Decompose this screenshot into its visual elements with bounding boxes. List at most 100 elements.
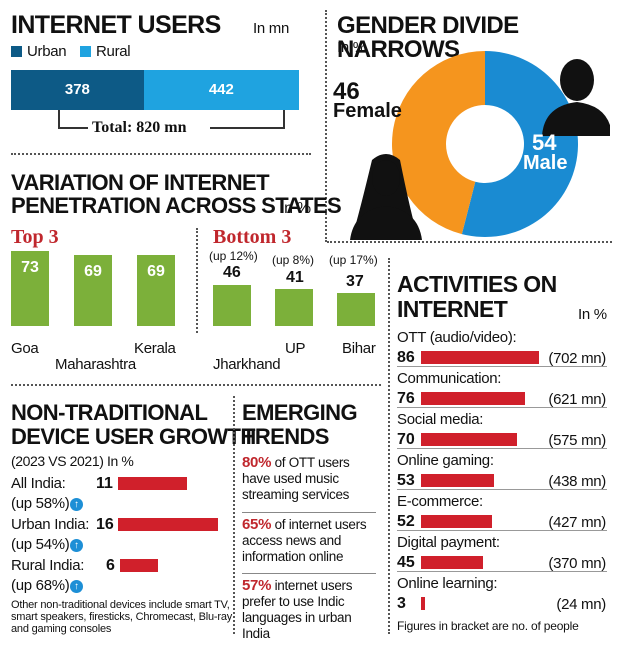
state-label-maharashtra: Maharashtra xyxy=(55,356,136,373)
rural-swatch xyxy=(80,46,91,57)
device-change-urban: (up 54%) xyxy=(11,536,70,553)
state-label-jharkhand: Jharkhand xyxy=(213,356,281,373)
activity-value: 70 xyxy=(397,431,415,448)
state-label-up: UP xyxy=(285,340,306,357)
bracket-line-left xyxy=(58,127,88,129)
divider xyxy=(397,407,607,408)
device-bar-all xyxy=(118,477,187,490)
female-label: Female xyxy=(333,100,402,122)
states-title-line2: PENETRATION ACROSS STATES xyxy=(11,193,342,218)
male-label: Male xyxy=(523,152,568,174)
urban-bar: 378 xyxy=(11,70,144,110)
activity-value: 86 xyxy=(397,349,415,366)
change-jharkhand: (up 12%) xyxy=(209,249,258,263)
activities-unit: In % xyxy=(578,306,607,323)
devices-title-line2: DEVICE USER GROWTH xyxy=(11,424,256,449)
rural-bar: 442 xyxy=(143,70,299,110)
trend-item: 57% internet users prefer to use Indic l… xyxy=(242,578,376,642)
gender-unit: In % xyxy=(337,39,366,56)
trend-pct: 65% xyxy=(242,516,272,533)
divider xyxy=(397,448,607,449)
activity-users: (575 mn) xyxy=(548,432,606,449)
activity-bar xyxy=(421,515,493,528)
divider xyxy=(397,571,607,572)
device-bar-rural xyxy=(120,559,158,572)
activity-value: 76 xyxy=(397,390,415,407)
activity-value: 45 xyxy=(397,554,415,571)
activities-title-line2: INTERNET xyxy=(397,296,508,322)
up-arrow-icon: ↑ xyxy=(70,580,83,593)
donut-slice-male xyxy=(461,50,578,237)
bar-jharkhand xyxy=(213,285,251,326)
bar-bihar xyxy=(337,293,375,326)
activities-note: Figures in bracket are no. of people xyxy=(397,619,579,633)
state-label-bihar: Bihar xyxy=(342,340,376,357)
state-label-goa: Goa xyxy=(11,340,39,357)
divider xyxy=(242,512,376,513)
trends-title-line2: TRENDS xyxy=(242,424,329,449)
bottom3-title: Bottom 3 xyxy=(213,226,292,248)
activity-bar xyxy=(421,597,426,610)
divider xyxy=(11,153,311,155)
male-value: 54 xyxy=(532,130,557,155)
devices-title-line1: NON-TRADITIONAL xyxy=(11,400,208,425)
devices-subtitle: (2023 VS 2021) In % xyxy=(11,453,134,469)
bar-kerala: 69 xyxy=(137,255,175,326)
divider xyxy=(233,396,235,634)
trend-pct: 80% xyxy=(242,454,272,471)
activity-bar xyxy=(421,392,526,405)
activity-label: Communication: xyxy=(397,370,502,387)
urban-swatch xyxy=(11,46,22,57)
rural-legend-label: Rural xyxy=(96,43,131,60)
state-label-kerala: Kerala xyxy=(134,340,176,357)
divider xyxy=(397,530,607,531)
value-bihar: 37 xyxy=(346,273,364,290)
trends-title-line1: EMERGING xyxy=(242,400,358,425)
bar-goa: 73 xyxy=(11,251,49,326)
divider xyxy=(11,384,381,386)
activities-title-line1: ACTIVITIES ON xyxy=(397,271,557,297)
activity-bar xyxy=(421,556,483,569)
device-change-all: (up 58%) xyxy=(11,495,70,512)
top3-title: Top 3 xyxy=(11,226,59,248)
activity-label: Online learning: xyxy=(397,575,498,592)
male-silhouette xyxy=(542,59,610,136)
bracket-line-right xyxy=(210,127,285,129)
device-change-rural: (up 68%) xyxy=(11,577,70,594)
activity-users: (438 mn) xyxy=(548,473,606,490)
activity-label: Digital payment: xyxy=(397,534,500,551)
gender-donut-chart xyxy=(350,50,610,240)
trend-item: 80% of OTT users have used music streami… xyxy=(242,455,376,503)
activity-label: Social media: xyxy=(397,411,484,428)
device-value-urban: 16 xyxy=(96,516,114,533)
divider xyxy=(242,573,376,574)
gender-title: GENDER DIVIDE NARROWS xyxy=(337,12,519,63)
divider xyxy=(397,489,607,490)
activity-bar xyxy=(421,433,518,446)
device-label-rural: Rural India: xyxy=(11,557,85,574)
device-value-all: 11 xyxy=(96,475,113,492)
change-up: (up 8%) xyxy=(272,253,315,267)
female-value: 46 xyxy=(333,78,360,105)
activity-value: 3 xyxy=(397,595,406,612)
bar-maharashtra: 69 xyxy=(74,255,112,326)
trend-text: internet users prefer to use Indic langu… xyxy=(242,578,353,641)
trend-item: 65% of internet users access news and in… xyxy=(242,517,376,565)
total-users: Total: 820 mn xyxy=(92,119,187,136)
female-silhouette xyxy=(350,154,422,240)
device-label-all: All India: xyxy=(11,475,66,492)
activity-value: 52 xyxy=(397,513,415,530)
internet-users-title: INTERNET USERS xyxy=(11,11,221,39)
divider xyxy=(325,10,327,242)
donut-slice-female xyxy=(392,51,485,235)
device-label-urban: Urban India: xyxy=(11,516,90,533)
device-bar-urban xyxy=(118,518,218,531)
internet-users-unit: In mn xyxy=(253,20,290,37)
device-value-rural: 6 xyxy=(106,557,115,574)
trend-text: of internet users access news and inform… xyxy=(242,517,367,564)
up-arrow-icon: ↑ xyxy=(70,498,83,511)
states-title-line1: VARIATION OF INTERNET xyxy=(11,170,270,195)
trend-text: of OTT users have used music streaming s… xyxy=(242,455,350,502)
bracket-right xyxy=(283,110,285,128)
activity-label: OTT (audio/video): xyxy=(397,329,517,346)
